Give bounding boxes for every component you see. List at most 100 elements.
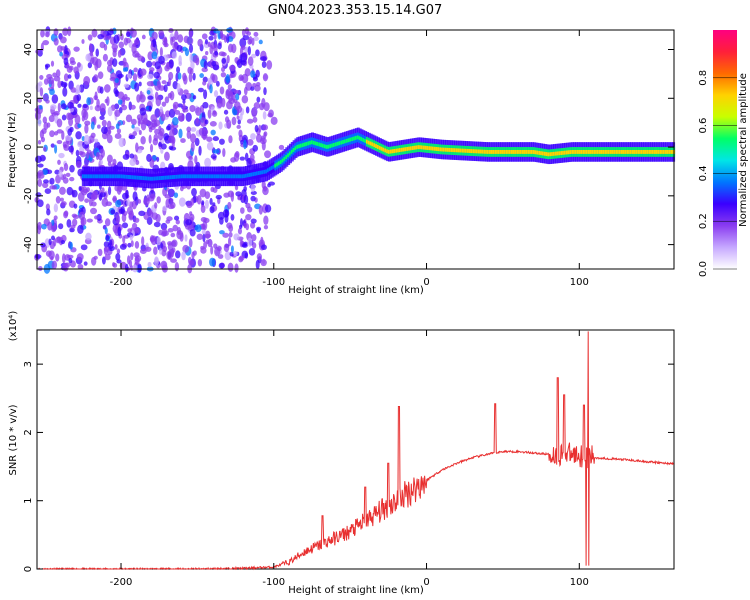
spectrogram-speckle: [196, 233, 204, 240]
spectrogram-speckle: [212, 136, 219, 142]
spectrogram-speckle: [91, 28, 98, 38]
spectrogram-speckle: [217, 42, 222, 50]
spectrogram-speckle: [57, 102, 61, 113]
spectrogram-speckle: [176, 82, 181, 93]
spectrogram-speckle: [116, 128, 122, 134]
spectrogram-band-core: [142, 176, 146, 181]
spectrogram-speckle: [34, 110, 42, 121]
spectrogram-speckle: [253, 36, 259, 42]
spectrogram-band-core: [552, 151, 556, 156]
spectrogram-band-core: [232, 174, 236, 179]
spectrogram-speckle: [146, 90, 151, 95]
spectrogram-speckle: [178, 197, 186, 207]
spectrogram-speckle: [160, 113, 166, 122]
spectrogram-speckle: [97, 248, 103, 257]
spectrogram-band-core: [155, 176, 159, 181]
spectrogram-band-core: [213, 174, 217, 179]
spectrogram-speckle: [241, 243, 248, 248]
spectrogram-speckle: [170, 201, 176, 209]
spectrogram-band-core: [316, 141, 320, 146]
spectrogram-band-core: [541, 151, 545, 156]
spectrogram-speckle: [48, 115, 55, 123]
spectrogram-band-core: [116, 174, 120, 179]
spectrogram-band-core: [424, 145, 428, 150]
spectrogram-band-core: [589, 149, 593, 154]
spectrogram-speckle: [54, 144, 58, 154]
spectrogram-speckle: [197, 258, 203, 267]
spectrogram-speckle: [181, 94, 187, 101]
spectrogram-band-core: [565, 150, 569, 155]
spectrogram-band-core: [486, 149, 490, 154]
spectrogram-band-core: [637, 149, 641, 154]
spectrogram-speckle: [126, 73, 132, 79]
spectrogram-speckle: [71, 189, 78, 198]
spectrogram-band-core: [529, 149, 533, 154]
spectrogram-band-core: [521, 149, 525, 154]
spectrogram-speckle: [170, 125, 175, 131]
spectrogram-speckle: [199, 117, 207, 127]
spectrogram-band-core: [461, 148, 465, 153]
spectrogram-speckle: [122, 153, 130, 160]
spectrogram-speckle: [241, 73, 249, 84]
spectrogram-speckle: [158, 125, 162, 132]
spectrogram-speckle: [239, 75, 245, 81]
spectrogram-speckle: [43, 146, 47, 152]
spectrogram-speckle: [129, 158, 137, 166]
spectrogram-speckle: [104, 35, 111, 41]
spectrogram-speckle: [48, 250, 55, 260]
spectrogram-speckle: [40, 29, 45, 38]
spectrogram-speckle: [176, 226, 182, 236]
spectrogram-band-core: [180, 174, 184, 179]
spectrogram-speckle: [243, 139, 247, 150]
spectrogram-band-core: [459, 148, 463, 153]
spectrogram-speckle: [138, 130, 142, 135]
spectrogram-speckle: [128, 134, 136, 140]
spectrogram-speckle: [126, 198, 131, 207]
spectrogram-band-core: [237, 174, 241, 179]
spectrogram-speckle: [194, 224, 202, 233]
spectrogram-speckle: [176, 44, 183, 52]
spectrogram-speckle: [98, 193, 103, 201]
spectrogram-speckle: [138, 210, 146, 217]
spectrogram-speckle: [105, 234, 110, 242]
spectrogram-speckle: [172, 224, 179, 232]
spectrogram-speckle: [158, 247, 163, 255]
spectrogram-speckle: [83, 134, 90, 145]
spectrogram-speckle: [45, 31, 50, 38]
spectrogram-speckle: [91, 201, 97, 207]
spectrogram-speckle: [185, 219, 193, 226]
spectrogram-band-core: [593, 149, 597, 154]
spectrogram-band-core: [518, 149, 522, 154]
spectrogram-speckle: [250, 183, 256, 192]
spectrogram-band-core: [651, 149, 655, 154]
spectrogram-band-core: [177, 174, 181, 179]
spectrogram-band-core: [281, 158, 285, 163]
spectrogram-speckle: [160, 143, 167, 150]
spectrogram-speckle: [58, 223, 64, 230]
spectrogram-band-core: [595, 149, 599, 154]
spectrogram-speckle: [169, 198, 174, 203]
spectrogram-speckle: [75, 131, 82, 140]
spectrogram-speckle: [199, 188, 207, 198]
spectrogram-speckle: [263, 102, 270, 112]
spectrogram-band-core: [87, 174, 91, 179]
spectrogram-speckle: [252, 82, 257, 88]
spectrogram-speckle: [75, 149, 80, 157]
spectrogram-band-core: [576, 149, 580, 154]
spectrogram-speckle: [38, 81, 43, 87]
spectrogram-speckle: [56, 129, 63, 134]
spectrogram-speckle: [115, 199, 122, 208]
spectrogram-band-core: [607, 149, 611, 154]
spectrogram-speckle: [72, 214, 80, 219]
spectrogram-speckle: [199, 73, 204, 78]
spectrogram-band-core: [215, 174, 219, 179]
spectrogram-speckle: [132, 131, 138, 137]
spectrogram-speckle: [137, 55, 145, 62]
spectrogram-speckle: [223, 109, 229, 115]
spectrogram-band-core: [393, 149, 397, 153]
spectrogram-speckle: [173, 192, 179, 198]
spectrogram-speckle: [56, 118, 63, 128]
spectrogram-speckle: [258, 39, 263, 45]
spectrogram-speckle: [251, 53, 257, 59]
